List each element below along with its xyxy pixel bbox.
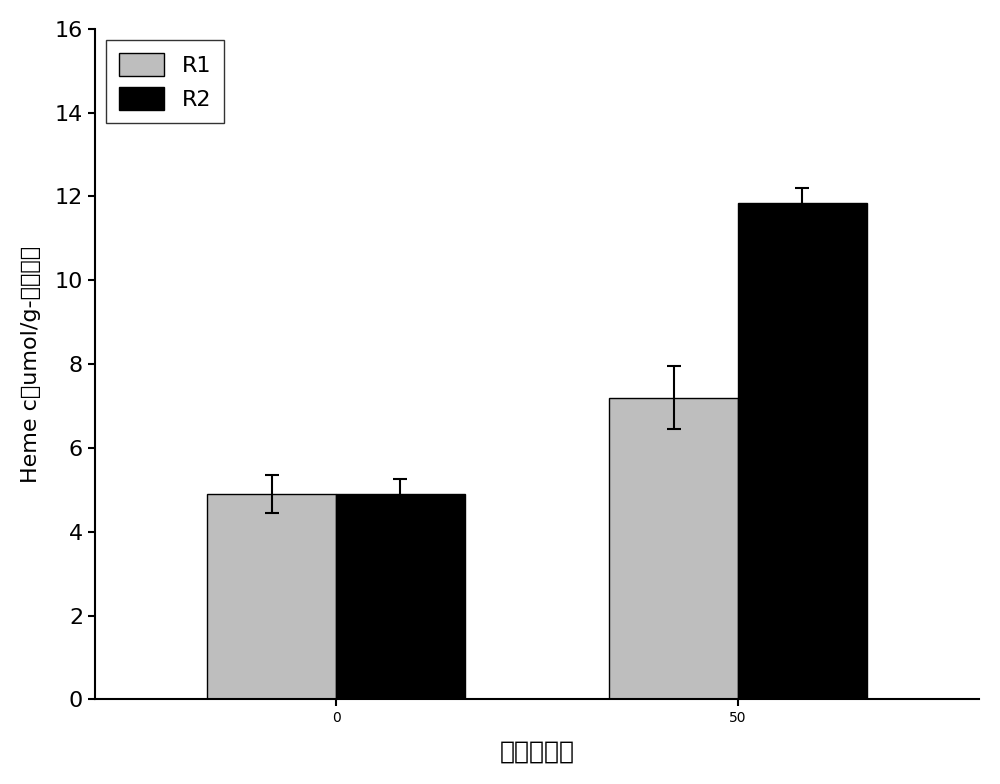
- Bar: [336, 494, 465, 699]
- Bar: [207, 494, 336, 699]
- Bar: [609, 397, 738, 699]
- Y-axis label: Heme c（umol/g-蛋白质）: Heme c（umol/g-蛋白质）: [21, 245, 41, 483]
- X-axis label: 时间（天）: 时间（天）: [500, 739, 575, 763]
- Legend: R1, R2: R1, R2: [106, 40, 224, 124]
- Bar: [738, 203, 867, 699]
